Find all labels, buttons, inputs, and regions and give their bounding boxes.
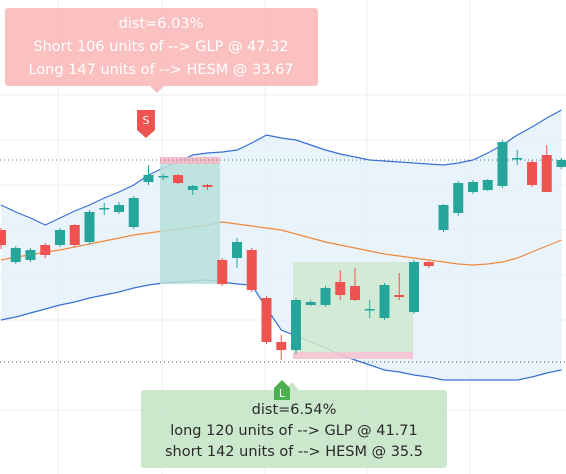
candle-body: [187, 186, 198, 190]
band-line: [0, 109, 562, 226]
long-trade-zone: [293, 262, 413, 352]
candle-body: [497, 142, 508, 186]
candle-body: [512, 158, 523, 160]
candle-body: [409, 262, 419, 312]
candle-body: [99, 208, 110, 210]
short-stop-zone: [160, 157, 220, 164]
candle-body: [114, 205, 124, 212]
marker-label: L: [279, 387, 286, 400]
candle-body: [379, 285, 390, 318]
candle-body: [232, 242, 242, 258]
candle-body: [143, 175, 154, 182]
band-fill: [1, 110, 562, 380]
candle-body: [305, 302, 316, 305]
candle-body: [468, 182, 478, 192]
candle-body: [10, 248, 21, 262]
long-stop-zone: [293, 352, 413, 359]
marker-label: S: [143, 114, 150, 127]
tooltip-line: Short 106 units of --> GLP @ 47.32: [33, 39, 288, 55]
long-annotation: L dist=6.54% long 120 units of --> GLP @…: [141, 380, 447, 468]
candle-body: [217, 260, 228, 284]
candle-body: [453, 183, 464, 213]
candle-body: [40, 245, 51, 255]
buy-marker: [274, 380, 290, 400]
sell-marker: [137, 110, 155, 138]
candle-body: [556, 160, 566, 167]
candle-body: [173, 175, 183, 183]
candle-body: [335, 282, 346, 295]
short-annotation: dist=6.03% Short 106 units of --> GLP @ …: [5, 8, 318, 138]
candle-body: [350, 286, 360, 300]
tooltip-line: dist=6.03%: [119, 16, 204, 32]
short-trade-zone: [160, 160, 220, 284]
candle-body: [84, 212, 95, 242]
candle-body: [482, 180, 493, 190]
tooltip-line: Long 147 units of --> HESM @ 33.67: [28, 62, 293, 78]
candle-body: [394, 295, 405, 297]
candle-body: [527, 162, 537, 185]
tooltip-line: short 142 units of --> HESM @ 35.5: [165, 444, 423, 460]
tooltip-box: [141, 390, 447, 468]
trade-zones: [0, 157, 566, 363]
tooltip-line: dist=6.54%: [252, 402, 337, 418]
candle-body: [261, 298, 272, 342]
candle-body: [438, 205, 449, 230]
candle-body: [69, 225, 80, 245]
candle-body: [25, 250, 36, 260]
candle-body: [202, 185, 213, 187]
candles: [0, 140, 566, 360]
tooltip-line: long 120 units of --> GLP @ 41.71: [170, 423, 418, 439]
candle-body: [276, 342, 287, 350]
band-line: [0, 221, 562, 266]
bollinger-bands: [0, 109, 562, 381]
candle-body: [320, 288, 331, 305]
tooltip-box: [5, 8, 318, 86]
candle-body: [291, 300, 301, 350]
candle-body: [128, 198, 139, 227]
candle-body: [158, 176, 169, 178]
candle-body: [55, 230, 65, 245]
candle-body: [541, 155, 552, 192]
candle-body: [246, 250, 257, 290]
band-line: [0, 279, 562, 381]
tooltip-pointer: [150, 86, 164, 93]
candle-body: [0, 230, 6, 245]
candle-body: [364, 309, 375, 311]
candle-body: [423, 262, 434, 266]
